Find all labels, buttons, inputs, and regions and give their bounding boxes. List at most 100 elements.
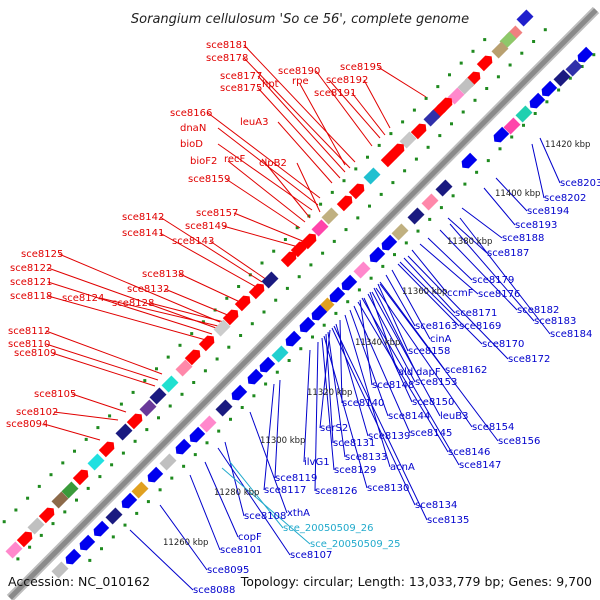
- lower-gene-label[interactable]: sce8184: [550, 329, 592, 340]
- upper-gene-label[interactable]: dnaN: [180, 123, 206, 134]
- upper-gene-label[interactable]: sce8143: [172, 236, 214, 247]
- lower-gene-label[interactable]: sce8202: [544, 193, 586, 204]
- forward-gene-feature[interactable]: [51, 491, 69, 509]
- forward-gene-feature[interactable]: [516, 9, 534, 27]
- reverse-gene-feature[interactable]: [271, 345, 289, 363]
- reverse-gene-feature[interactable]: [491, 126, 510, 145]
- lower-gene-label[interactable]: sce8088: [193, 585, 235, 596]
- forward-gene-feature[interactable]: [16, 529, 35, 548]
- upper-gene-label[interactable]: sce8105: [34, 389, 76, 400]
- reverse-gene-feature[interactable]: [367, 246, 386, 265]
- upper-gene-label[interactable]: sce8149: [185, 221, 227, 232]
- reverse-gene-feature[interactable]: [527, 92, 546, 111]
- reverse-gene-feature[interactable]: [503, 117, 521, 135]
- forward-gene-feature[interactable]: [363, 167, 381, 185]
- rna-gene-label[interactable]: sce_20050509_25: [310, 539, 400, 550]
- reverse-gene-feature[interactable]: [435, 179, 453, 197]
- lower-gene-label[interactable]: sce8145: [410, 428, 452, 439]
- forward-gene-feature[interactable]: [234, 293, 253, 312]
- upper-gene-label[interactable]: hpt: [262, 79, 279, 90]
- reverse-gene-feature[interactable]: [215, 399, 233, 417]
- forward-gene-feature[interactable]: [410, 121, 429, 140]
- upper-gene-label[interactable]: sce8190: [278, 66, 320, 77]
- reverse-gene-feature[interactable]: [145, 466, 164, 485]
- forward-gene-feature[interactable]: [198, 333, 217, 352]
- lower-gene-label[interactable]: sce8130: [367, 483, 409, 494]
- lower-gene-label[interactable]: sce8203: [560, 178, 600, 189]
- forward-gene-feature[interactable]: [348, 181, 367, 200]
- reverse-gene-feature[interactable]: [539, 80, 558, 99]
- reverse-gene-feature[interactable]: [407, 207, 425, 225]
- forward-gene-feature[interactable]: [27, 517, 45, 535]
- lower-gene-label[interactable]: sce8154: [472, 422, 514, 433]
- upper-gene-label[interactable]: sce8178: [206, 53, 248, 64]
- forward-gene-feature[interactable]: [149, 387, 167, 405]
- forward-gene-feature[interactable]: [184, 347, 203, 366]
- lower-gene-label[interactable]: copF: [238, 532, 262, 543]
- lower-gene-label[interactable]: serS2: [320, 423, 348, 434]
- reverse-gene-feature[interactable]: [187, 426, 206, 445]
- upper-gene-label[interactable]: sce8125: [21, 249, 63, 260]
- reverse-gene-feature[interactable]: [339, 274, 358, 293]
- reverse-gene-feature[interactable]: [173, 438, 192, 457]
- lower-gene-label[interactable]: sce8194: [527, 206, 569, 217]
- reverse-gene-feature[interactable]: [91, 520, 110, 539]
- reverse-gene-feature[interactable]: [353, 261, 371, 279]
- lower-gene-label[interactable]: ccmF: [447, 288, 474, 299]
- lower-gene-label[interactable]: sce8119: [275, 473, 317, 484]
- reverse-gene-feature[interactable]: [245, 368, 264, 387]
- forward-gene-feature[interactable]: [87, 453, 105, 471]
- reverse-gene-feature[interactable]: [379, 234, 398, 253]
- reverse-gene-feature[interactable]: [309, 304, 328, 323]
- reverse-gene-feature[interactable]: [327, 286, 346, 305]
- upper-gene-label[interactable]: sce8177: [220, 71, 262, 82]
- upper-gene-label[interactable]: rpe: [292, 76, 309, 87]
- upper-gene-label[interactable]: bioD: [180, 139, 203, 150]
- forward-gene-feature[interactable]: [126, 411, 145, 430]
- forward-gene-feature[interactable]: [98, 439, 117, 458]
- lower-gene-label[interactable]: sce8126: [315, 486, 357, 497]
- forward-gene-feature[interactable]: [222, 307, 241, 326]
- reverse-gene-feature[interactable]: [119, 492, 138, 511]
- lower-gene-label[interactable]: sce8144: [388, 411, 430, 422]
- lower-gene-label[interactable]: ilvG1: [304, 457, 330, 468]
- lower-gene-label[interactable]: acnA: [390, 462, 415, 473]
- lower-gene-label[interactable]: sce8150: [412, 397, 454, 408]
- forward-gene-feature[interactable]: [213, 319, 231, 337]
- reverse-gene-feature[interactable]: [77, 534, 96, 553]
- forward-gene-feature[interactable]: [115, 423, 133, 441]
- reverse-gene-feature[interactable]: [63, 548, 82, 567]
- forward-gene-feature[interactable]: [5, 541, 23, 559]
- forward-gene-feature[interactable]: [336, 193, 355, 212]
- upper-gene-label[interactable]: sce8138: [142, 269, 184, 280]
- upper-gene-label[interactable]: sce8110: [8, 339, 50, 350]
- upper-gene-label[interactable]: sce8157: [196, 208, 238, 219]
- upper-gene-label[interactable]: sce8132: [127, 284, 169, 295]
- lower-gene-label[interactable]: sce8117: [264, 485, 306, 496]
- forward-gene-feature[interactable]: [457, 77, 475, 95]
- lower-gene-label[interactable]: sce8156: [498, 436, 540, 447]
- lower-gene-label[interactable]: sce8140: [342, 398, 384, 409]
- lower-gene-label[interactable]: sce8193: [515, 220, 557, 231]
- upper-gene-label[interactable]: sce8191: [314, 88, 356, 99]
- upper-gene-label[interactable]: sce8128: [112, 298, 154, 309]
- upper-gene-label[interactable]: clpB2: [259, 158, 287, 169]
- lower-gene-label[interactable]: sce8183: [534, 316, 576, 327]
- forward-gene-feature[interactable]: [280, 249, 299, 268]
- lower-gene-label[interactable]: sce8182: [517, 305, 559, 316]
- lower-gene-label[interactable]: sce8131: [333, 438, 375, 449]
- lower-gene-label[interactable]: sce8162: [445, 365, 487, 376]
- forward-gene-feature[interactable]: [380, 149, 399, 168]
- upper-gene-label[interactable]: sce8195: [340, 62, 382, 73]
- lower-gene-label[interactable]: ald: [398, 367, 413, 378]
- upper-gene-label[interactable]: recF: [224, 154, 246, 165]
- reverse-gene-feature[interactable]: [257, 356, 276, 375]
- forward-gene-feature[interactable]: [161, 375, 179, 393]
- upper-gene-label[interactable]: sce8118: [10, 291, 52, 302]
- upper-gene-label[interactable]: sce8122: [10, 263, 52, 274]
- upper-gene-label[interactable]: sce8121: [10, 277, 52, 288]
- upper-gene-label[interactable]: sce8102: [16, 407, 58, 418]
- forward-gene-feature[interactable]: [38, 505, 57, 524]
- lower-gene-label[interactable]: sce8134: [415, 500, 457, 511]
- lower-gene-label[interactable]: sce8129: [334, 465, 376, 476]
